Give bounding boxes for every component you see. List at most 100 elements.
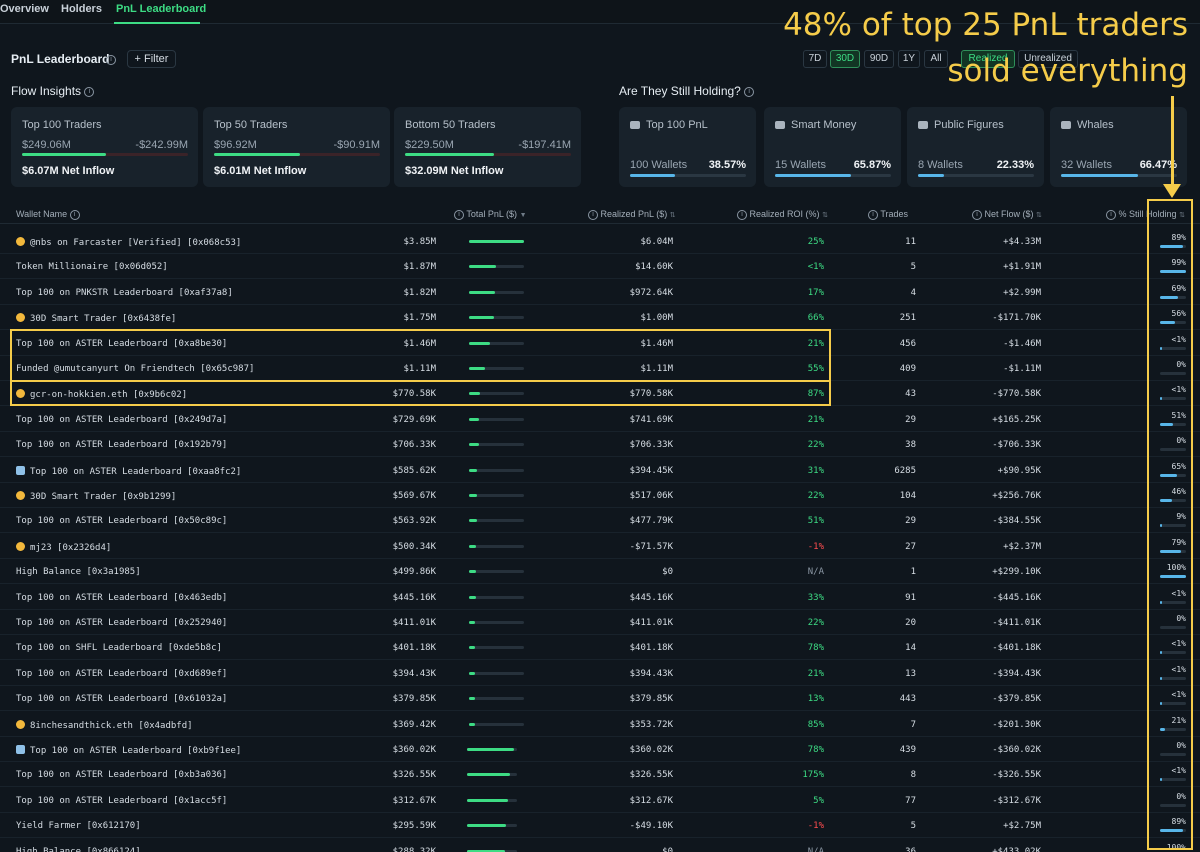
total-pnl: $1.75M	[403, 313, 436, 324]
info-icon[interactable]: i	[84, 86, 95, 97]
filter-button[interactable]: + Filter	[127, 50, 176, 68]
table-row[interactable]: 30D Smart Trader [0x9b1299] $569.67K $517.…	[0, 483, 1200, 508]
wallet-name[interactable]: Top 100 on ASTER Leaderboard [0x50c89c]	[16, 516, 228, 527]
still-holding-bar-fill	[1160, 422, 1174, 426]
wallet-name[interactable]: Top 100 on ASTER Leaderboard [0xb3a036]	[16, 770, 228, 781]
table-row[interactable]: Top 100 on ASTER Leaderboard [0xb3a036] $…	[0, 762, 1200, 788]
period-7d-button[interactable]: 7D	[803, 50, 827, 68]
wallet-name[interactable]: Top 100 on ASTER Leaderboard [0x192b79]	[16, 440, 228, 451]
table-row[interactable]: Top 100 on ASTER Leaderboard [0x50c89c] $…	[0, 508, 1200, 534]
wallet-name[interactable]: Top 100 on PNKSTR Leaderboard [0xaf37a8]	[16, 287, 233, 298]
total-pnl: $3.85M	[403, 237, 436, 247]
holding-level-fill	[918, 174, 944, 177]
table-row[interactable]: 30D Smart Trader [0x6438fe] $1.75M $1.00M 6…	[0, 305, 1200, 331]
total-pnl: $312.67K	[392, 795, 436, 806]
table-row[interactable]: 8inchesandthick.eth [0x4adbfd] $369.42K $3…	[0, 712, 1200, 737]
column-header-wallet[interactable]: Wallet Name i	[16, 209, 80, 220]
mode-unrealized-button[interactable]: Unrealized	[1018, 50, 1078, 68]
wallet-name[interactable]: Top 100 on ASTER Leaderboard [0xaa8fc2]	[16, 465, 241, 477]
wallet-name[interactable]: mj23 [0x2326d4]	[16, 541, 111, 553]
wallet-name[interactable]: High Balance [0x866124]	[16, 846, 141, 852]
still-holding-percent: 21%	[1171, 715, 1186, 725]
table-row[interactable]: Yield Farmer [0x612170] $295.59K -$49.10K -…	[0, 813, 1200, 839]
total-pnl-bar	[469, 595, 524, 599]
wallet-name[interactable]: High Balance [0x3a1985]	[16, 567, 141, 578]
flow-card-net: $32.09M Net Inflow	[405, 165, 504, 177]
period-all-button[interactable]: All	[924, 50, 948, 68]
trade-count: 20	[905, 618, 916, 628]
sort-icon: ⇅	[1179, 212, 1185, 219]
info-icon[interactable]: i	[106, 55, 116, 65]
tab-pnl-leaderboard[interactable]: PnL Leaderboard	[116, 3, 207, 15]
total-pnl: $360.02K	[392, 745, 436, 755]
wallet-name[interactable]: Top 100 on ASTER Leaderboard [0x61032a]	[16, 694, 228, 705]
total-pnl-bar	[467, 798, 517, 802]
wallet-name[interactable]: Yield Farmer [0x612170]	[16, 821, 141, 832]
holding-card[interactable]: Top 100 PnL 100 Wallets 38.57%	[619, 107, 756, 187]
wallet-name[interactable]: gcr-on-hokkien.eth [0x9b6c02]	[16, 389, 187, 400]
realized-pnl: $1.46M	[640, 338, 673, 349]
wallet-name[interactable]: Top 100 on ASTER Leaderboard [0x249d7a]	[16, 414, 228, 425]
column-header-realized-pnl[interactable]: i Realized PnL ($) ⇅	[588, 209, 676, 220]
wallet-name[interactable]: Top 100 on ASTER Leaderboard [0xd689ef]	[16, 668, 228, 679]
total-pnl: $401.18K	[392, 643, 436, 654]
still-holding-bar	[1160, 549, 1186, 553]
category-icon	[918, 121, 928, 129]
total-pnl-bar-fill	[469, 544, 477, 548]
realized-roi: -1%	[807, 541, 824, 552]
column-header-total-pnl[interactable]: i Total PnL ($) ▼	[454, 209, 527, 220]
holding-card[interactable]: Public Figures 8 Wallets 22.33%	[907, 107, 1044, 187]
table-row[interactable]: Top 100 on ASTER Leaderboard [0x249d7a] $…	[0, 407, 1200, 432]
realized-pnl: $394.43K	[629, 668, 673, 679]
table-row[interactable]: Top 100 on ASTER Leaderboard [0xd689ef] $…	[0, 661, 1200, 686]
table-row[interactable]: Top 100 on ASTER Leaderboard [0x61032a] $…	[0, 686, 1200, 712]
table-row[interactable]: Token Millionaire [0x06d052] $1.87M $14.60…	[0, 254, 1200, 280]
holding-card[interactable]: Whales 32 Wallets 66.47%	[1050, 107, 1187, 187]
total-pnl: $379.85K	[392, 694, 436, 705]
realized-pnl: $360.02K	[629, 745, 673, 755]
table-row[interactable]: Top 100 on PNKSTR Leaderboard [0xaf37a8]…	[0, 280, 1200, 305]
wallet-name[interactable]: Top 100 on ASTER Leaderboard [0x252940]	[16, 618, 228, 628]
wallet-name[interactable]: Top 100 on ASTER Leaderboard [0x463edb]	[16, 592, 228, 603]
table-row[interactable]: Top 100 on SHFL Leaderboard [0xde5b8c] $4…	[0, 635, 1200, 661]
mode-realized-button[interactable]: Realized	[961, 50, 1015, 68]
net-flow: +$4.33M	[1003, 237, 1041, 247]
still-holding-percent: 69%	[1171, 283, 1186, 293]
table-row[interactable]: @nbs on Farcaster [Verified] [0x068c53] $…	[0, 229, 1200, 254]
tab-overview[interactable]: Overview	[0, 3, 49, 15]
wallet-name[interactable]: Top 100 on ASTER Leaderboard [0xb9f1ee]	[16, 745, 241, 756]
column-header-trades[interactable]: i Trades	[868, 209, 908, 220]
table-row[interactable]: High Balance [0x866124] $288.32K $0 N/A 36 +$…	[0, 839, 1200, 852]
wallet-name[interactable]: @nbs on Farcaster [Verified] [0x068c53]	[16, 237, 241, 248]
holding-card[interactable]: Smart Money 15 Wallets 65.87%	[764, 107, 901, 187]
info-icon[interactable]: i	[744, 86, 755, 97]
trade-count: 29	[905, 516, 916, 527]
wallet-name[interactable]: 30D Smart Trader [0x6438fe]	[16, 313, 176, 324]
wallet-name[interactable]: Top 100 on SHFL Leaderboard [0xde5b8c]	[16, 643, 222, 654]
realized-roi: 13%	[807, 694, 824, 705]
column-header-roi[interactable]: i Realized ROI (%) ⇅	[737, 209, 828, 220]
table-row[interactable]: Top 100 on ASTER Leaderboard [0x463edb] $…	[0, 585, 1200, 610]
wallet-name[interactable]: Top 100 on ASTER Leaderboard [0xa8be30]	[16, 338, 228, 349]
tab-holders[interactable]: Holders	[61, 3, 102, 15]
wallet-name[interactable]: Top 100 on ASTER Leaderboard [0x1acc5f]	[16, 795, 228, 806]
table-row[interactable]: Top 100 on ASTER Leaderboard [0xb9f1ee] $…	[0, 737, 1200, 762]
wallet-name[interactable]: Token Millionaire [0x06d052]	[16, 262, 168, 273]
wallet-name[interactable]: Funded @umutcanyurt On Friendtech [0x65c…	[16, 364, 255, 374]
period-1y-button[interactable]: 1Y	[898, 50, 920, 68]
table-row[interactable]: mj23 [0x2326d4] $500.34K -$71.57K -1% 27 +$2.…	[0, 534, 1200, 559]
period-30d-button[interactable]: 30D	[830, 50, 860, 68]
period-90d-button[interactable]: 90D	[864, 50, 894, 68]
realized-pnl: $6.04M	[640, 237, 673, 247]
table-row[interactable]: Top 100 on ASTER Leaderboard [0x1acc5f] $…	[0, 788, 1200, 813]
wallet-name[interactable]: 8inchesandthick.eth [0x4adbfd]	[16, 719, 193, 731]
table-row[interactable]: High Balance [0x3a1985] $499.86K $0 N/A 1 +$2…	[0, 559, 1200, 585]
table-row[interactable]: Top 100 on ASTER Leaderboard [0xaa8fc2] $…	[0, 458, 1200, 483]
total-pnl: $1.82M	[403, 287, 436, 298]
table-row[interactable]: Top 100 on ASTER Leaderboard [0x192b79] $…	[0, 432, 1200, 458]
table-row[interactable]: Top 100 on ASTER Leaderboard [0xa8be30] $…	[0, 331, 1200, 356]
table-row[interactable]: Top 100 on ASTER Leaderboard [0x252940] $…	[0, 610, 1200, 635]
wallet-name[interactable]: 30D Smart Trader [0x9b1299]	[16, 491, 176, 502]
column-header-net-flow[interactable]: i Net Flow ($) ⇅	[972, 209, 1042, 220]
still-holding-bar	[1160, 727, 1186, 731]
